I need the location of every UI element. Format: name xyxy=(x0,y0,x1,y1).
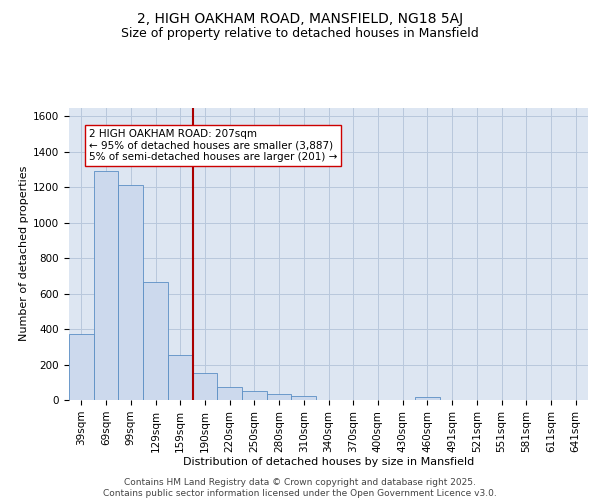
Bar xyxy=(118,184,143,400)
Text: 2, HIGH OAKHAM ROAD, MANSFIELD, NG18 5AJ: 2, HIGH OAKHAM ROAD, MANSFIELD, NG18 5AJ xyxy=(137,12,463,26)
Bar xyxy=(143,282,168,400)
Text: 2 HIGH OAKHAM ROAD: 207sqm
← 95% of detached houses are smaller (3,887)
5% of se: 2 HIGH OAKHAM ROAD: 207sqm ← 95% of deta… xyxy=(89,129,337,162)
Bar xyxy=(267,394,292,400)
Bar xyxy=(217,386,242,400)
Bar xyxy=(292,396,316,400)
Bar xyxy=(94,172,118,400)
Y-axis label: Number of detached properties: Number of detached properties xyxy=(19,166,29,342)
X-axis label: Distribution of detached houses by size in Mansfield: Distribution of detached houses by size … xyxy=(183,458,474,468)
Bar xyxy=(168,355,193,400)
Bar xyxy=(193,372,217,400)
Text: Contains HM Land Registry data © Crown copyright and database right 2025.
Contai: Contains HM Land Registry data © Crown c… xyxy=(103,478,497,498)
Bar xyxy=(242,391,267,400)
Bar xyxy=(415,398,440,400)
Bar xyxy=(69,334,94,400)
Text: Size of property relative to detached houses in Mansfield: Size of property relative to detached ho… xyxy=(121,28,479,40)
